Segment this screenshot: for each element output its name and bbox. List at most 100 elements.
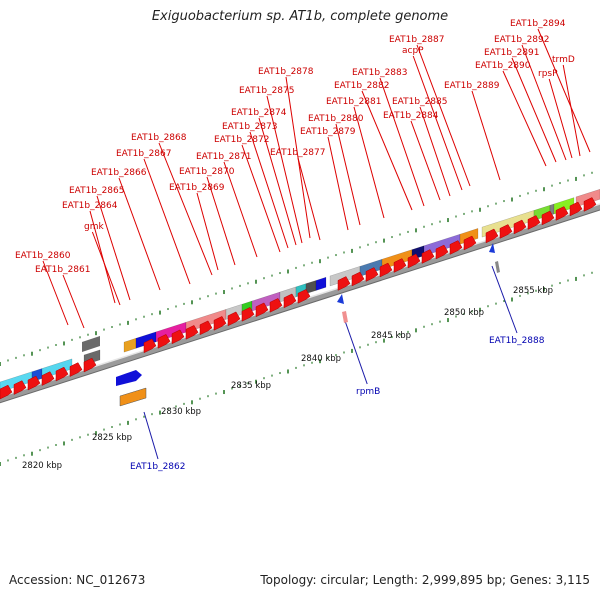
label-leader-line — [266, 95, 303, 244]
gene-label[interactable]: EAT1b_2861 — [35, 265, 91, 275]
cds-arrow[interactable] — [255, 302, 269, 318]
cds-arrow[interactable] — [41, 371, 55, 386]
gene-label[interactable]: EAT1b_2866 — [91, 168, 147, 178]
cds-arrow[interactable] — [283, 293, 297, 309]
cds-track — [0, 197, 597, 400]
cds-arrow[interactable] — [213, 316, 227, 331]
cds-arrow[interactable] — [463, 235, 477, 251]
cds-arrow[interactable] — [0, 384, 13, 400]
label-leader-line — [143, 411, 159, 460]
gene-label[interactable]: EAT1b_2867 — [116, 149, 172, 159]
cds-arrow[interactable] — [393, 258, 407, 273]
cds-arrow[interactable] — [55, 366, 69, 382]
cds-arrow[interactable] — [499, 224, 513, 239]
feature-block[interactable] — [82, 336, 100, 352]
gene-label[interactable]: EAT1b_2872 — [214, 135, 270, 145]
cds-arrow[interactable] — [365, 267, 379, 282]
gene-label[interactable]: EAT1b_2873 — [222, 122, 278, 132]
gene-label[interactable]: EAT1b_2890 — [475, 61, 531, 71]
gene-label[interactable]: EAT1b_2884 — [383, 111, 439, 121]
cds-arrow[interactable] — [13, 380, 27, 395]
cds-arrow[interactable] — [241, 307, 255, 322]
kbp-tick-label: 2835 kbp — [231, 381, 271, 391]
cds-arrow[interactable] — [527, 215, 541, 230]
gene-label[interactable]: EAT1b_2878 — [258, 67, 314, 77]
gene-label[interactable]: EAT1b_2883 — [352, 68, 408, 78]
direction-arrow — [337, 294, 344, 304]
gene-label[interactable]: EAT1b_2882 — [334, 81, 390, 91]
cds-arrow[interactable] — [157, 334, 171, 349]
cds-arrow[interactable] — [555, 206, 569, 221]
feature-block[interactable] — [495, 261, 500, 273]
cds-arrow[interactable] — [449, 240, 463, 255]
label-leader-line — [410, 120, 441, 201]
gene-label[interactable]: EAT1b_2887 — [389, 35, 445, 45]
label-leader-line — [62, 274, 85, 329]
cds-arrow[interactable] — [421, 249, 435, 264]
feature-block[interactable] — [315, 276, 327, 291]
gene-label[interactable]: EAT1b_2894 — [510, 19, 566, 29]
gene-label[interactable]: EAT1b_2868 — [131, 133, 187, 143]
gene-label[interactable]: rpsP — [538, 69, 558, 79]
lower-strand-features — [82, 243, 500, 407]
gene-label[interactable]: EAT1b_2862 — [130, 462, 186, 472]
cds-arrow[interactable] — [297, 289, 311, 304]
cds-arrow[interactable] — [227, 311, 241, 327]
label-leader-line — [521, 44, 567, 161]
cds-arrow[interactable] — [583, 197, 597, 212]
cds-arrow[interactable] — [569, 201, 583, 217]
cds-arrow[interactable] — [351, 271, 365, 287]
gene-label[interactable]: EAT1b_2892 — [494, 35, 550, 45]
cds-arrow[interactable] — [435, 244, 449, 260]
label-leader-line — [471, 90, 501, 181]
gene-label[interactable]: EAT1b_2874 — [231, 108, 287, 118]
gene-label[interactable]: acpP — [402, 46, 424, 56]
cds-arrow[interactable] — [541, 210, 555, 226]
gene-label[interactable]: EAT1b_2885 — [392, 97, 448, 107]
cds-arrow[interactable] — [69, 362, 83, 377]
cds-arrow[interactable] — [185, 325, 199, 340]
gene-label[interactable]: EAT1b_2860 — [15, 251, 71, 261]
label-leader-line — [511, 57, 557, 163]
gene-label[interactable]: EAT1b_2870 — [179, 167, 235, 177]
gene-label[interactable]: trmD — [552, 55, 575, 65]
cds-arrow[interactable] — [199, 320, 213, 336]
cds-arrow[interactable] — [83, 357, 97, 373]
feature-block[interactable] — [116, 370, 142, 386]
label-leader-line — [206, 176, 236, 266]
gene-label[interactable]: EAT1b_2881 — [326, 97, 382, 107]
label-leader-line — [379, 77, 425, 207]
label-leader-line — [285, 76, 311, 239]
label-leader-line — [96, 195, 131, 301]
gene-label[interactable]: EAT1b_2871 — [196, 152, 252, 162]
cds-arrow[interactable] — [171, 329, 185, 345]
gene-label[interactable]: EAT1b_2864 — [62, 201, 118, 211]
label-leader-line — [158, 142, 213, 276]
label-leader-line — [343, 317, 368, 385]
gene-label[interactable]: EAT1b_2865 — [69, 186, 125, 196]
gene-label[interactable]: EAT1b_2879 — [300, 127, 356, 137]
gene-label[interactable]: EAT1b_2880 — [308, 114, 364, 124]
cds-arrow[interactable] — [379, 262, 393, 278]
cds-arrow[interactable] — [27, 375, 41, 391]
feature-block[interactable] — [119, 387, 147, 407]
feature-block[interactable] — [123, 337, 137, 353]
label-leader-line — [258, 117, 297, 246]
gene-label[interactable]: EAT1b_2875 — [239, 86, 295, 96]
cds-arrow[interactable] — [143, 338, 157, 354]
gene-label[interactable]: EAT1b_2888 — [489, 336, 545, 346]
cds-arrow[interactable] — [337, 276, 351, 291]
gene-label[interactable]: EAT1b_2877 — [270, 148, 326, 158]
cds-arrow[interactable] — [407, 253, 421, 269]
gene-label[interactable]: rpmB — [356, 387, 380, 397]
kbp-tick-label: 2845 kbp — [371, 331, 411, 341]
gene-label[interactable]: EAT1b_2889 — [444, 81, 500, 91]
cds-arrow[interactable] — [269, 298, 283, 313]
cds-arrow[interactable] — [513, 219, 527, 235]
gene-label[interactable]: gmk — [84, 222, 104, 232]
gene-label[interactable]: EAT1b_2869 — [169, 183, 225, 193]
feature-block[interactable] — [342, 311, 348, 323]
label-leader-line — [91, 231, 121, 306]
gene-label[interactable]: EAT1b_2891 — [484, 48, 540, 58]
cds-arrow[interactable] — [485, 228, 499, 244]
